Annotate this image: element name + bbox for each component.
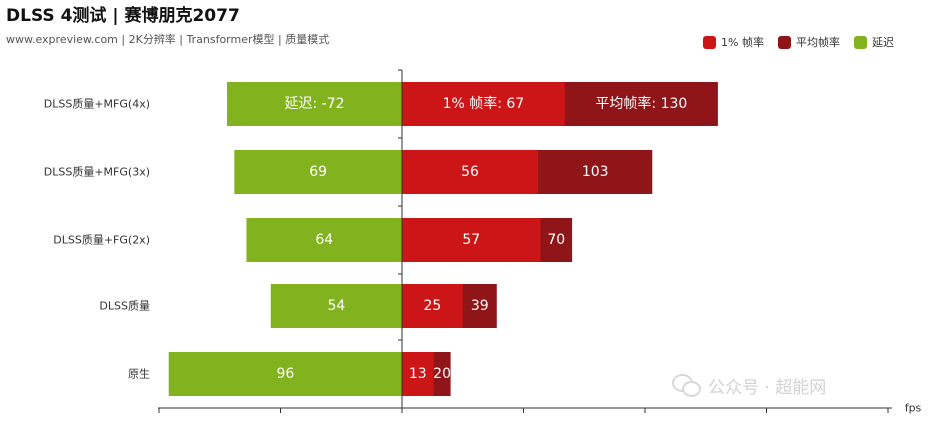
wechat-icon bbox=[672, 372, 702, 398]
category-label: DLSS质量+FG(2x) bbox=[53, 234, 150, 247]
data-label-latency: 64 bbox=[315, 232, 333, 248]
legend-label-latency: 延迟 bbox=[872, 36, 894, 49]
bar-latency bbox=[227, 82, 402, 126]
x-axis-label: fps bbox=[905, 402, 922, 415]
legend-swatch-avg bbox=[778, 35, 791, 49]
legend-swatch-latency bbox=[854, 35, 867, 49]
chart-legend: 1% 帧率 平均帧率 延迟 bbox=[703, 34, 894, 50]
legend-label-1pct: 1% 帧率 bbox=[721, 36, 764, 49]
legend-item-avg[interactable]: 平均帧率 bbox=[778, 34, 840, 50]
category-label: DLSS质量 bbox=[99, 300, 150, 313]
data-label-latency: 69 bbox=[309, 164, 327, 180]
data-label-1pct: 25 bbox=[423, 298, 441, 314]
data-label-avg: 平均帧率: 130 bbox=[595, 95, 687, 112]
data-label-latency: 延迟: -72 bbox=[284, 96, 344, 112]
data-label-latency: 96 bbox=[276, 366, 294, 382]
bar-1pct-low bbox=[402, 150, 539, 194]
legend-item-1pct[interactable]: 1% 帧率 bbox=[703, 34, 764, 50]
legend-label-avg: 平均帧率 bbox=[796, 36, 840, 49]
data-label-avg: 103 bbox=[582, 164, 609, 180]
category-label: DLSS质量+MFG(4x) bbox=[44, 98, 150, 111]
bar-1pct-low bbox=[402, 82, 565, 126]
data-label-avg: 39 bbox=[471, 298, 489, 314]
watermark: 公众号 · 超能网 bbox=[672, 372, 826, 398]
category-label: 原生 bbox=[128, 367, 150, 381]
data-label-1pct: 57 bbox=[462, 232, 480, 248]
bar-latency bbox=[246, 218, 402, 262]
chart-title: DLSS 4测试 | 赛博朋克2077 bbox=[6, 6, 240, 26]
bar-1pct-low bbox=[402, 218, 541, 262]
legend-swatch-1pct bbox=[703, 35, 717, 49]
category-label: DLSS质量+MFG(3x) bbox=[44, 166, 150, 179]
bar-1pct-low bbox=[402, 284, 463, 328]
data-label-1pct: 13 bbox=[409, 366, 427, 382]
data-label-avg: 70 bbox=[547, 232, 565, 248]
bar-1pct-low bbox=[402, 352, 434, 396]
chart-subtitle: www.expreview.com | 2K分辨率 | Transformer模… bbox=[6, 33, 330, 46]
data-label-1pct: 1% 帧率: 67 bbox=[443, 95, 525, 112]
bar-latency bbox=[168, 352, 402, 396]
data-label-1pct: 56 bbox=[461, 164, 479, 180]
data-label-latency: 54 bbox=[327, 298, 345, 314]
watermark-text: 公众号 · 超能网 bbox=[708, 377, 827, 398]
bar-latency bbox=[234, 150, 402, 194]
bar-latency bbox=[270, 284, 402, 328]
data-label-avg: 20 bbox=[433, 366, 451, 382]
legend-item-latency[interactable]: 延迟 bbox=[854, 34, 894, 50]
